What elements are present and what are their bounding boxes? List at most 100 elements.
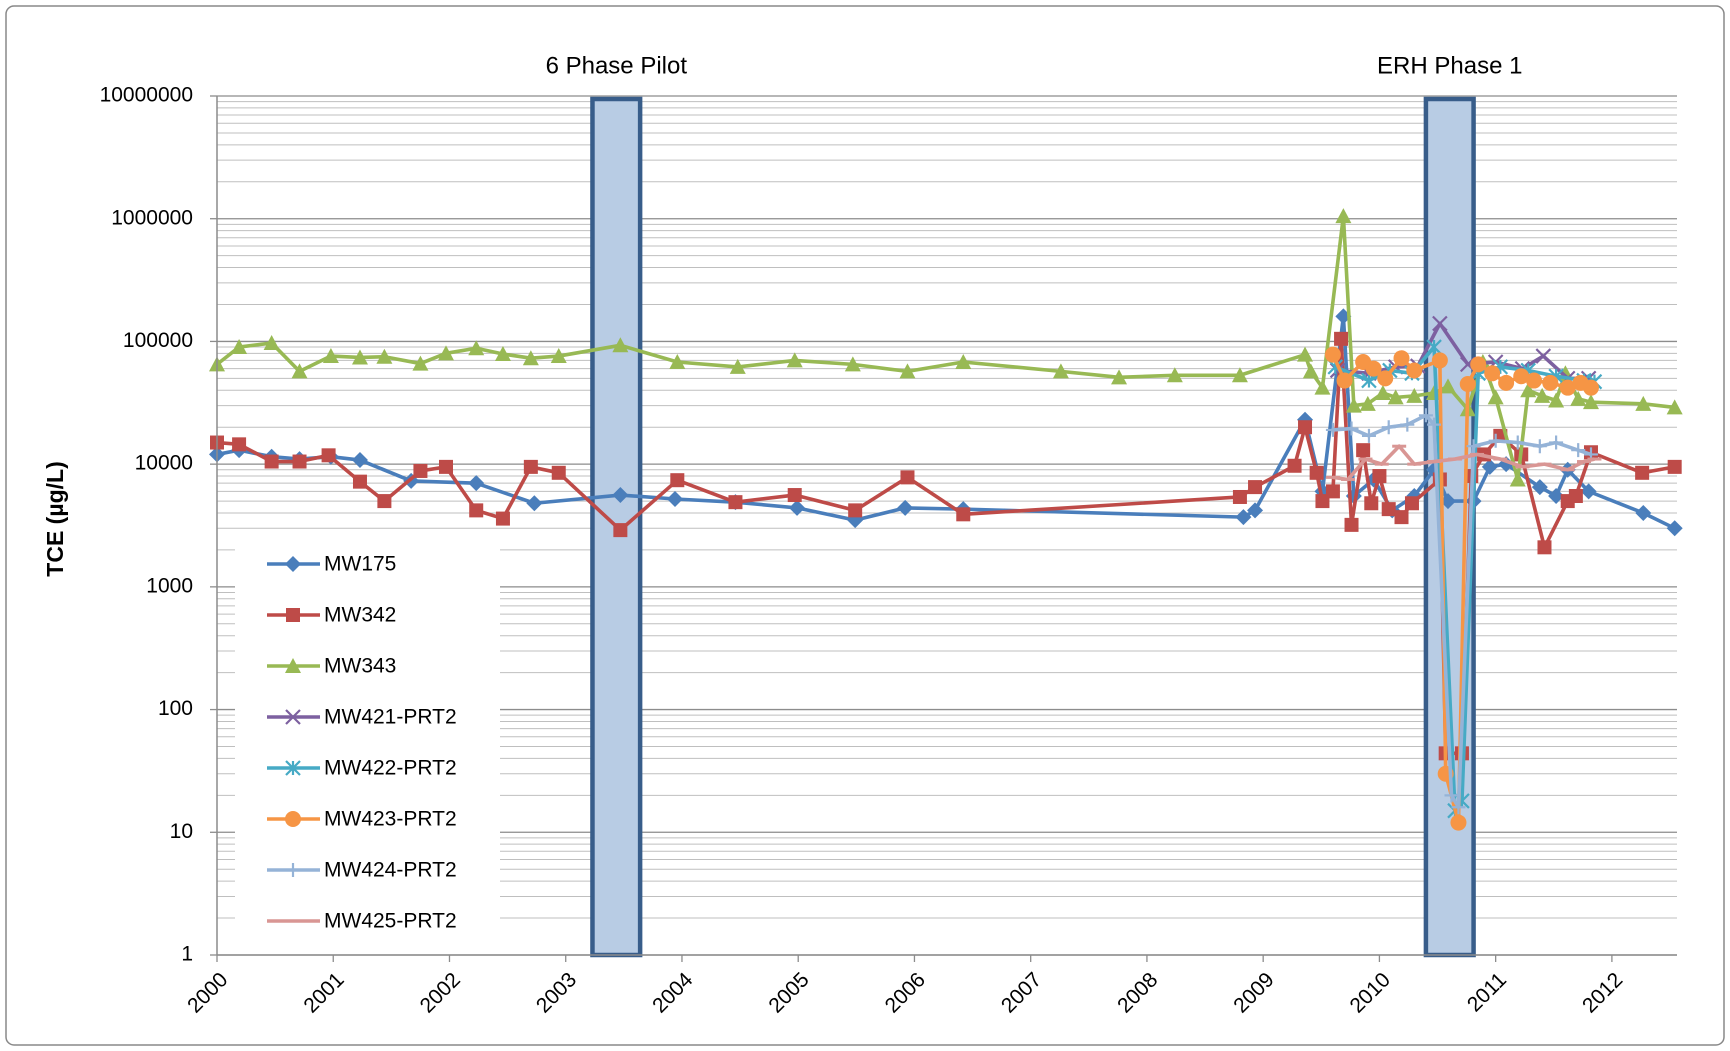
- marker: [494, 345, 511, 361]
- marker: [1440, 378, 1457, 394]
- marker: [1570, 390, 1587, 406]
- marker: [1247, 502, 1264, 519]
- period-label: ERH Phase 1: [1377, 52, 1522, 79]
- marker: [955, 353, 972, 369]
- marker: [1510, 435, 1525, 450]
- marker: [285, 556, 301, 572]
- marker: [231, 339, 248, 355]
- marker: [612, 337, 629, 353]
- marker: [669, 353, 686, 369]
- marker: [1302, 363, 1319, 379]
- marker: [1450, 814, 1467, 831]
- marker: [321, 448, 336, 463]
- period-label: 6 Phase Pilot: [546, 52, 688, 79]
- series-line: [1332, 413, 1592, 810]
- marker: [1404, 496, 1419, 511]
- marker: [1481, 458, 1498, 475]
- marker: [1498, 374, 1515, 391]
- y-tick-label: 10000: [135, 452, 193, 475]
- series-line: [216, 314, 1676, 530]
- marker: [1325, 484, 1340, 499]
- y-tick-label: 100: [158, 697, 193, 720]
- marker: [1582, 394, 1599, 410]
- legend-label: MW342: [324, 604, 396, 627]
- marker: [1231, 367, 1248, 383]
- marker: [1314, 379, 1331, 395]
- legend: MW175 MW342 MW343 MW421-PRT2 MW422-PRT2 MW423…: [235, 546, 500, 954]
- marker: [1559, 379, 1576, 396]
- marker: [1549, 435, 1564, 450]
- marker: [1248, 480, 1263, 495]
- marker: [1364, 496, 1379, 511]
- marker: [1365, 360, 1382, 377]
- marker: [469, 503, 484, 518]
- marker: [1111, 369, 1128, 385]
- marker: [1335, 208, 1352, 224]
- marker: [1232, 489, 1247, 504]
- series-layer: [209, 208, 1683, 831]
- marker: [1325, 422, 1340, 437]
- marker: [526, 495, 543, 512]
- marker: [286, 863, 300, 877]
- marker: [1582, 379, 1599, 396]
- marker: [1426, 339, 1442, 355]
- marker: [1548, 488, 1565, 505]
- marker: [1298, 420, 1313, 435]
- y-tick-label: 1: [181, 943, 193, 966]
- marker: [1432, 315, 1448, 332]
- y-tick-label: 1000: [146, 574, 193, 597]
- marker: [1470, 356, 1487, 373]
- marker: [899, 363, 916, 379]
- marker: [285, 709, 301, 725]
- marker: [1400, 417, 1415, 432]
- marker: [495, 511, 510, 526]
- marker: [437, 345, 454, 361]
- marker: [1372, 469, 1387, 484]
- marker: [1635, 465, 1650, 480]
- marker: [1166, 367, 1183, 383]
- marker: [670, 473, 685, 488]
- marker: [1666, 399, 1683, 415]
- marker: [900, 470, 915, 485]
- marker: [1440, 493, 1457, 510]
- marker: [1532, 439, 1547, 454]
- marker: [376, 348, 393, 364]
- marker: [1336, 372, 1353, 389]
- marker: [1309, 465, 1324, 480]
- marker: [292, 454, 307, 469]
- marker: [787, 488, 802, 503]
- y-tick-label: 10000000: [100, 84, 193, 107]
- y-tick-label: 100000: [123, 329, 193, 352]
- marker: [468, 340, 485, 356]
- marker: [1287, 458, 1302, 473]
- marker: [848, 503, 863, 518]
- marker: [666, 490, 683, 507]
- marker: [1459, 375, 1476, 392]
- marker: [550, 348, 567, 364]
- marker: [1418, 408, 1433, 423]
- marker: [1393, 350, 1410, 367]
- marker: [1542, 374, 1559, 391]
- marker: [1534, 387, 1551, 403]
- legend-label: MW425-PRT2: [324, 910, 457, 933]
- marker: [232, 437, 247, 452]
- marker: [263, 335, 280, 351]
- marker: [1571, 443, 1586, 458]
- marker: [1377, 370, 1394, 387]
- marker: [523, 459, 538, 474]
- marker: [1537, 540, 1552, 555]
- marker: [1548, 392, 1565, 408]
- legend-label: MW421-PRT2: [324, 706, 457, 729]
- marker: [897, 499, 914, 516]
- marker: [291, 363, 308, 379]
- y-axis-label: TCE (µg/L): [42, 461, 68, 576]
- marker: [1345, 397, 1362, 413]
- legend-label: MW422-PRT2: [324, 757, 457, 780]
- legend-label: MW423-PRT2: [324, 808, 457, 831]
- marker: [1052, 363, 1069, 379]
- marker: [1635, 504, 1652, 521]
- marker: [1580, 483, 1597, 500]
- marker: [351, 452, 368, 469]
- marker: [1406, 362, 1423, 379]
